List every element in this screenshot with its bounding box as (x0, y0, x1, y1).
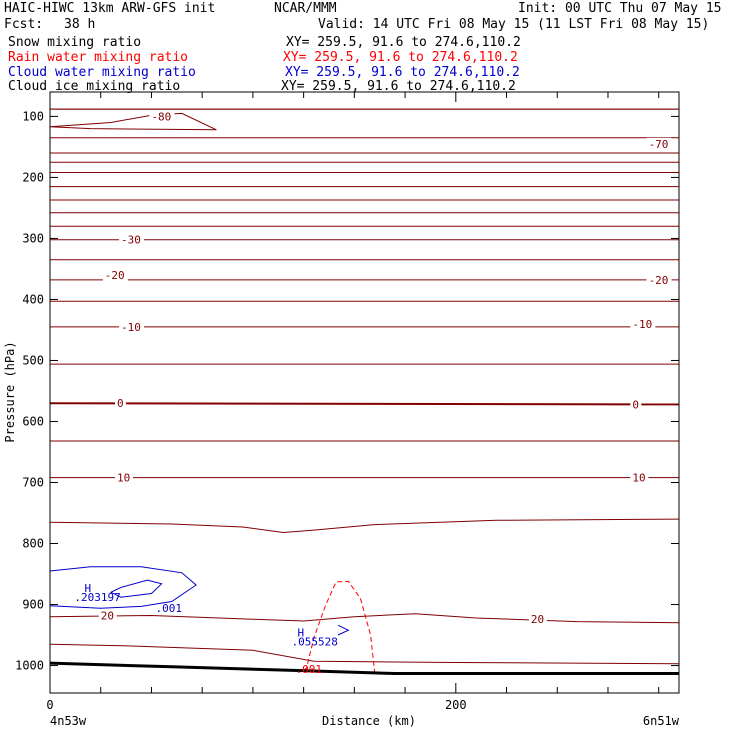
isotherm-label-4: -20 (649, 274, 669, 287)
isotherm-label-10: 10 (632, 472, 645, 485)
upper-isotherm-bulge (49, 112, 217, 131)
isotherm-label-bg-3 (102, 269, 128, 282)
isotherm-label-11: 20 (101, 610, 114, 623)
valid-time: Valid: 14 UTC Fri 08 May 15 (11 LST Fri … (318, 17, 710, 32)
isotherm-label-bg-0 (149, 110, 175, 123)
rain-mixing-ratio-contour (305, 580, 376, 672)
x-axis-ticks: 0 200 (46, 92, 660, 712)
y-tick-label-6: 700 (22, 475, 44, 489)
cloud-water-contours (49, 566, 350, 636)
x-axis-title: Distance (km) (322, 714, 416, 728)
isotherm-label-6: -10 (632, 318, 652, 331)
rain-label-0: .001 (296, 663, 323, 676)
y-tick-label-1: 200 (22, 170, 44, 184)
isotherm-label-8: 0 (632, 398, 639, 411)
cloud-water-inner-contour (109, 579, 163, 598)
isotherm-label-7: 0 (117, 397, 124, 410)
isotherm-label-1: -70 (649, 138, 669, 151)
field-snow-xy: XY= 259.5, 91.6 to 274.6,110.2 (286, 35, 521, 50)
upper-isotherm-segment (49, 108, 679, 131)
field-rain-name: Rain water mixing ratio (8, 50, 189, 65)
isotherm-label-12: 20 (531, 613, 544, 626)
isotherm-label-3: -20 (105, 269, 125, 282)
field-rain-xy: XY= 259.5, 91.6 to 274.6,110.2 (283, 50, 518, 65)
y-tick-label-5: 600 (22, 414, 44, 428)
y-tick-label-2: 300 (22, 231, 44, 245)
y-tick-label-7: 800 (22, 537, 44, 551)
isotherm-label-bg-10 (630, 471, 649, 484)
isotherm-label-0: -80 (151, 110, 171, 123)
isotherm-label-bg-4 (646, 273, 672, 286)
cloud-water-label-0: H (84, 582, 91, 595)
isotherm-label-9: 10 (117, 472, 130, 485)
y-tick-label-9: 1000 (15, 659, 44, 673)
right-endpoint-label: 6n51w (643, 714, 680, 728)
isotherm-label-bg-2 (119, 233, 145, 246)
field-cloudice-name: Cloud ice mixing ratio (8, 79, 181, 94)
y-axis-title: Pressure (hPa) (3, 341, 17, 442)
field-cloudwater-name: Cloud water mixing ratio (8, 65, 196, 80)
cloud-water-outer-contour (49, 566, 197, 609)
title-model: HAIC-HIWC 13km ARW-GFS init (4, 1, 216, 16)
title-org: NCAR/MMM (274, 1, 337, 16)
cloud-water-small-contour (337, 624, 350, 636)
isotherm-label-bg-9 (114, 471, 133, 484)
isotherm-line-15 (49, 402, 680, 406)
isotherm-label-2: -30 (121, 234, 141, 247)
isotherm-lines (49, 108, 680, 665)
left-endpoint-label: 4n53w (50, 714, 87, 728)
init-time: Init: 00 UTC Thu 07 May 15 (518, 1, 722, 16)
isotherm-line-20 (49, 613, 680, 624)
y-tick-label-8: 900 (22, 598, 44, 612)
field-cloudice-xy: XY= 259.5, 91.6 to 274.6,110.2 (281, 79, 516, 94)
plot-frame (49, 91, 680, 694)
field-cloudwater-xy: XY= 259.5, 91.6 to 274.6,110.2 (285, 65, 520, 80)
isotherm-label-bg-11 (98, 609, 117, 622)
isotherm-label-bg-7 (114, 397, 126, 410)
isotherm-label-bg-6 (630, 317, 656, 330)
terrain-line (49, 661, 679, 675)
isotherm-label-bg-1 (646, 137, 672, 150)
field-snow-name: Snow mixing ratio (8, 35, 142, 50)
cloud-water-label-4: .055528 (291, 636, 337, 649)
x-tick-label-1: 200 (445, 698, 467, 712)
y-tick-label-3: 400 (22, 292, 44, 306)
y-tick-label-0: 100 (22, 109, 44, 123)
rain-contour (305, 580, 376, 672)
isotherm-label-bg-12 (528, 613, 547, 626)
isotherm-line-18 (49, 518, 680, 534)
cloud-water-label-2: .001 (156, 602, 183, 615)
terrain-surface (49, 661, 679, 675)
y-tick-label-4: 500 (22, 353, 44, 367)
isotherm-label-bg-8 (630, 398, 642, 411)
isotherm-label-5: -10 (121, 321, 141, 334)
isotherm-label-bg-5 (119, 320, 145, 333)
isotherm-line-19 (49, 643, 680, 665)
cloud-water-label-3: H (298, 627, 305, 640)
cloud-water-label-1: .203197 (74, 591, 120, 604)
forecast-value: 38 h (64, 17, 96, 32)
forecast-label: Fcst: (4, 17, 44, 32)
x-tick-label-0: 0 (46, 698, 53, 712)
